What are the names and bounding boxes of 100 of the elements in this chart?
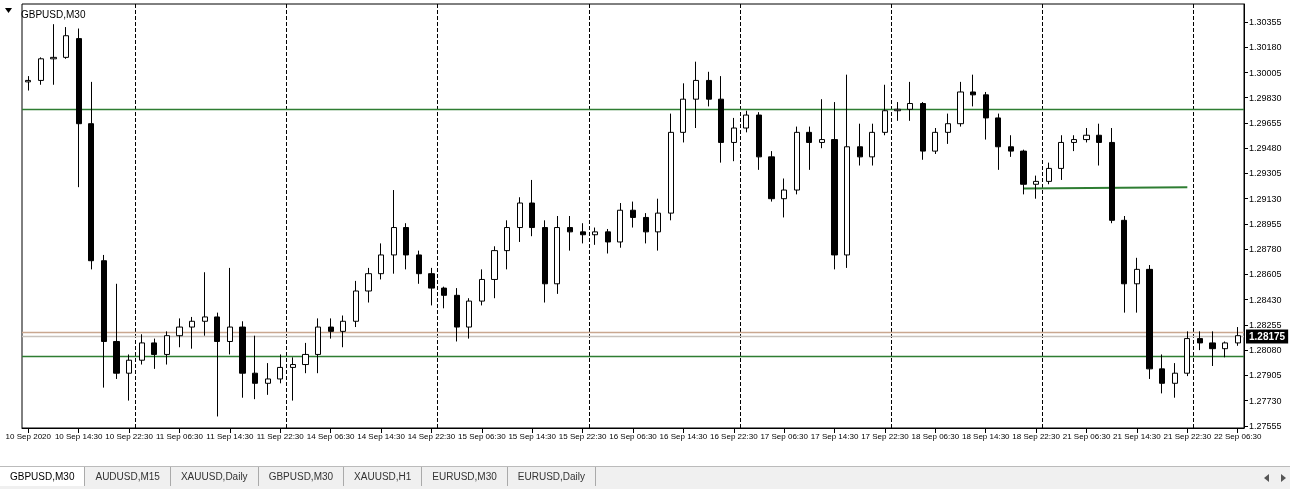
- candlestick: [1033, 175, 1039, 200]
- candlestick: [907, 81, 913, 122]
- candlestick: [706, 71, 712, 107]
- candlestick: [353, 280, 359, 328]
- text: XAUUSD,H1: [344, 467, 423, 486]
- candlestick: [756, 111, 762, 171]
- candlestick: [920, 101, 926, 161]
- candlestick: [328, 317, 334, 340]
- x-tick-label: 14 Sep 06:30: [306, 431, 355, 441]
- x-tick-label: 17 Sep 22:30: [861, 431, 910, 441]
- candlestick: [580, 222, 586, 244]
- candlestick: [643, 212, 649, 244]
- candlestick: [1008, 134, 1014, 158]
- x-tick-label: 17 Sep 06:30: [760, 431, 809, 441]
- x-tick-label: 16 Sep 06:30: [609, 431, 658, 441]
- candlestick: [894, 101, 901, 122]
- candlestick: [995, 113, 1001, 171]
- candlestick: [25, 75, 31, 92]
- candlestick: [617, 202, 623, 249]
- candlestick: [378, 242, 384, 280]
- y-tick-label: 1.28080: [1249, 345, 1282, 356]
- x-tick-label: 18 Sep 14:30: [961, 431, 1011, 441]
- candlestick: [970, 74, 976, 107]
- candlestick: [1083, 127, 1090, 143]
- candlestick: [1184, 330, 1190, 377]
- chart-title: GBPUSD,M30: [21, 8, 86, 20]
- candlestick: [227, 267, 233, 355]
- candlestick: [239, 320, 246, 399]
- x-tick-label: 11 Sep 22:30: [256, 431, 305, 441]
- x-tick-label: 16 Sep 14:30: [659, 431, 708, 441]
- x-tick-label: 22 Sep 06:30: [1213, 431, 1263, 441]
- candlestick: [1146, 264, 1153, 380]
- candlestick: [1020, 149, 1027, 195]
- candlestick: [466, 297, 472, 340]
- x-tick-label: 15 Sep 22:30: [558, 431, 607, 441]
- y-tick-label: 1.27555: [1249, 420, 1282, 431]
- y-tick-label: 1.29480: [1249, 143, 1282, 154]
- candlestick: [655, 198, 661, 252]
- candlestick: [88, 81, 94, 270]
- x-tick-label: 10 Sep 14:30: [54, 431, 104, 441]
- candlestick: [403, 222, 409, 270]
- candlestick: [592, 227, 598, 246]
- candlestick: [1197, 330, 1203, 351]
- candlestick: [164, 330, 170, 366]
- candlestick: [630, 201, 636, 229]
- candlestick: [1121, 215, 1127, 314]
- candlestick: [768, 150, 775, 203]
- candlestick: [315, 317, 321, 374]
- candlestick: [1235, 326, 1241, 347]
- candlestick: [189, 316, 195, 350]
- candlestick: [101, 254, 107, 389]
- candlestick: [831, 101, 838, 270]
- y-tick-label: 1.30355: [1249, 17, 1282, 28]
- candlestick: [50, 23, 57, 86]
- candlestick: [1109, 127, 1115, 224]
- candlestick: [76, 28, 82, 188]
- candlestick: [731, 117, 737, 162]
- candlestick: [214, 312, 220, 417]
- candlestick: [1172, 362, 1178, 399]
- candlestick: [302, 342, 309, 374]
- candlestick: [806, 126, 812, 171]
- x-tick-label: 10 Sep 2020: [5, 431, 52, 441]
- y-tick-label: 1.29830: [1249, 92, 1282, 103]
- candlestick: [265, 362, 271, 396]
- candlestick: [567, 215, 573, 252]
- candlestick: [945, 113, 951, 145]
- y-tick-label: 1.28605: [1249, 269, 1282, 280]
- text: AUDUSD,M15: [85, 467, 171, 486]
- y-tick-label: 1.30180: [1249, 42, 1282, 53]
- candlestick: [882, 84, 888, 136]
- candlestick: [416, 250, 422, 285]
- x-tick-label: 18 Sep 22:30: [1012, 431, 1061, 441]
- candlestick: [819, 98, 825, 149]
- candlestick: [794, 126, 800, 195]
- candlestick: [857, 123, 863, 167]
- text: GBPUSD,M30: [258, 467, 345, 486]
- y-tick-label: 1.27730: [1249, 395, 1282, 406]
- y-tick-label: 1.29655: [1249, 117, 1282, 128]
- x-tick-label: 11 Sep 06:30: [155, 431, 204, 441]
- candlestick: [491, 245, 498, 299]
- candlestick: [932, 127, 938, 155]
- candlestick: [1058, 134, 1064, 181]
- candlestick: [1209, 330, 1216, 367]
- candlestick: [441, 286, 447, 309]
- candlestick: [277, 353, 283, 384]
- candlestick: [504, 219, 510, 270]
- ref-line-label: 1.28175: [1249, 330, 1286, 342]
- y-tick-label: 1.28955: [1249, 218, 1282, 229]
- candlestick: [340, 315, 346, 348]
- candlestick: [1046, 162, 1052, 185]
- y-tick-label: 1.29130: [1249, 193, 1282, 204]
- y-tick-label: 1.29305: [1249, 168, 1282, 179]
- text: EURUSD,M30: [422, 467, 508, 486]
- candlestick: [176, 317, 183, 348]
- x-tick-label: 15 Sep 06:30: [458, 431, 507, 441]
- candlestick: [781, 178, 787, 218]
- y-tick-label: 1.27905: [1249, 370, 1282, 381]
- candlestick: [605, 228, 611, 254]
- x-tick-label: 14 Sep 22:30: [407, 431, 456, 441]
- candlestick: [1159, 353, 1165, 394]
